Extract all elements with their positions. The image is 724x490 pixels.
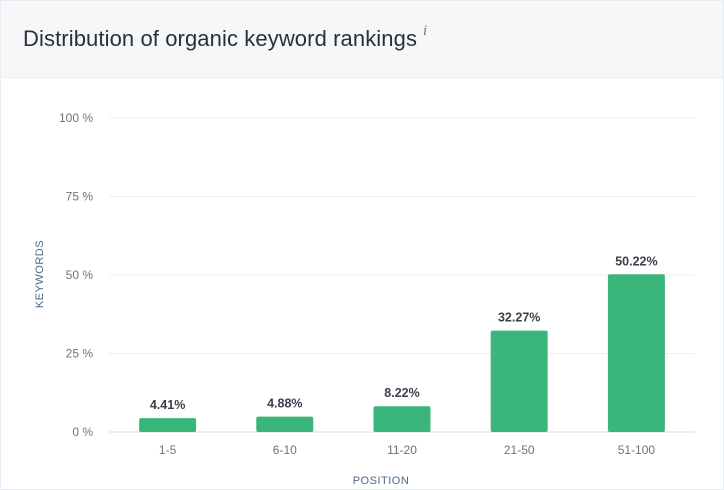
info-icon[interactable]: i	[423, 23, 428, 39]
x-tick-label: 6-10	[273, 443, 297, 457]
chart-title: Distribution of organic keyword rankings	[23, 26, 418, 51]
bar[interactable]	[490, 330, 548, 432]
card-header: Distribution of organic keyword rankings…	[1, 1, 723, 78]
bar-value-label: 32.27%	[498, 311, 540, 325]
x-tick-label: 11-20	[387, 443, 417, 457]
bar-value-label: 4.88%	[267, 397, 302, 411]
bar[interactable]	[607, 274, 665, 432]
y-tick-label: 100 %	[59, 111, 93, 125]
y-axis-ticks: 0 % 25 % 50 % 75 % 100 %	[59, 111, 93, 439]
bar[interactable]	[256, 416, 314, 432]
y-tick-label: 50 %	[66, 268, 94, 282]
x-axis-title: POSITION	[353, 475, 410, 487]
chart-area: 0 % 25 % 50 % 75 % 100 % 4.41% 4.88% 8.22% 32.2…	[1, 78, 723, 489]
y-tick-label: 0 %	[72, 425, 93, 439]
x-tick-label: 21-50	[504, 443, 535, 457]
gridlines	[109, 117, 695, 433]
bar[interactable]	[373, 406, 431, 432]
x-axis-ticks: 1-5 6-10 11-20 21-50 51-100	[159, 443, 655, 457]
bar-value-label: 8.22%	[384, 386, 419, 400]
bar-chart: 0 % 25 % 50 % 75 % 100 % 4.41% 4.88% 8.22% 32.2…	[34, 111, 695, 487]
bar-value-label: 4.41%	[150, 398, 185, 412]
bars: 4.41% 4.88% 8.22% 32.27% 50.22%	[139, 254, 665, 432]
y-tick-label: 25 %	[66, 347, 94, 361]
y-tick-label: 75 %	[66, 190, 94, 204]
x-tick-label: 1-5	[159, 443, 177, 457]
bar-value-label: 50.22%	[615, 254, 657, 268]
bar[interactable]	[139, 418, 197, 432]
x-tick-label: 51-100	[618, 443, 656, 457]
y-axis-title: KEYWORDS	[34, 240, 46, 308]
